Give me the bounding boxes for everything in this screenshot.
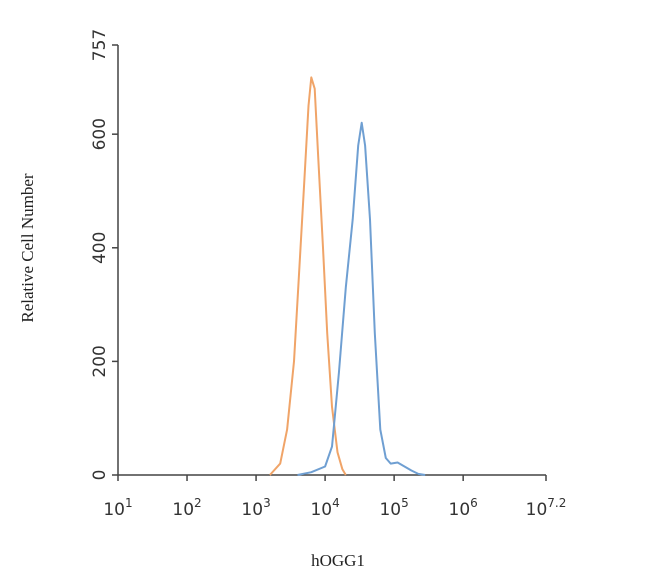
x-tick-label: 106 (449, 496, 478, 520)
y-tick-label: 400 (90, 232, 110, 264)
tick-base: 10 (526, 500, 548, 520)
x-tick-label: 107.2 (526, 496, 567, 520)
tick-base: 10 (241, 500, 263, 520)
tick-base: 10 (103, 500, 125, 520)
tick-exponent: 1 (125, 496, 133, 510)
x-tick-label: 102 (172, 496, 201, 520)
y-tick-label: 757 (90, 29, 110, 61)
y-tick-label: 0 (90, 470, 110, 481)
tick-exponent: 2 (194, 496, 202, 510)
tick-base: 10 (172, 500, 194, 520)
histogram-line (297, 121, 426, 476)
y-axis-label: Relative Cell Number (18, 173, 37, 323)
y-tick-label: 600 (90, 118, 110, 150)
x-tick-label: 101 (103, 496, 132, 520)
tick-exponent: 4 (332, 496, 340, 510)
tick-base: 10 (379, 500, 401, 520)
x-axis-label: hOGG1 (311, 551, 365, 570)
histogram-line (269, 76, 347, 476)
tick-base: 10 (449, 500, 471, 520)
tick-exponent: 6 (470, 496, 478, 510)
x-tick-label: 105 (379, 496, 408, 520)
y-tick-label: 200 (90, 345, 110, 377)
tick-exponent: 3 (263, 496, 271, 510)
x-tick-label: 103 (241, 496, 270, 520)
tick-exponent: 7.2 (547, 496, 566, 510)
tick-exponent: 5 (401, 496, 409, 510)
tick-base: 10 (310, 500, 332, 520)
x-tick-label: 104 (310, 496, 339, 520)
